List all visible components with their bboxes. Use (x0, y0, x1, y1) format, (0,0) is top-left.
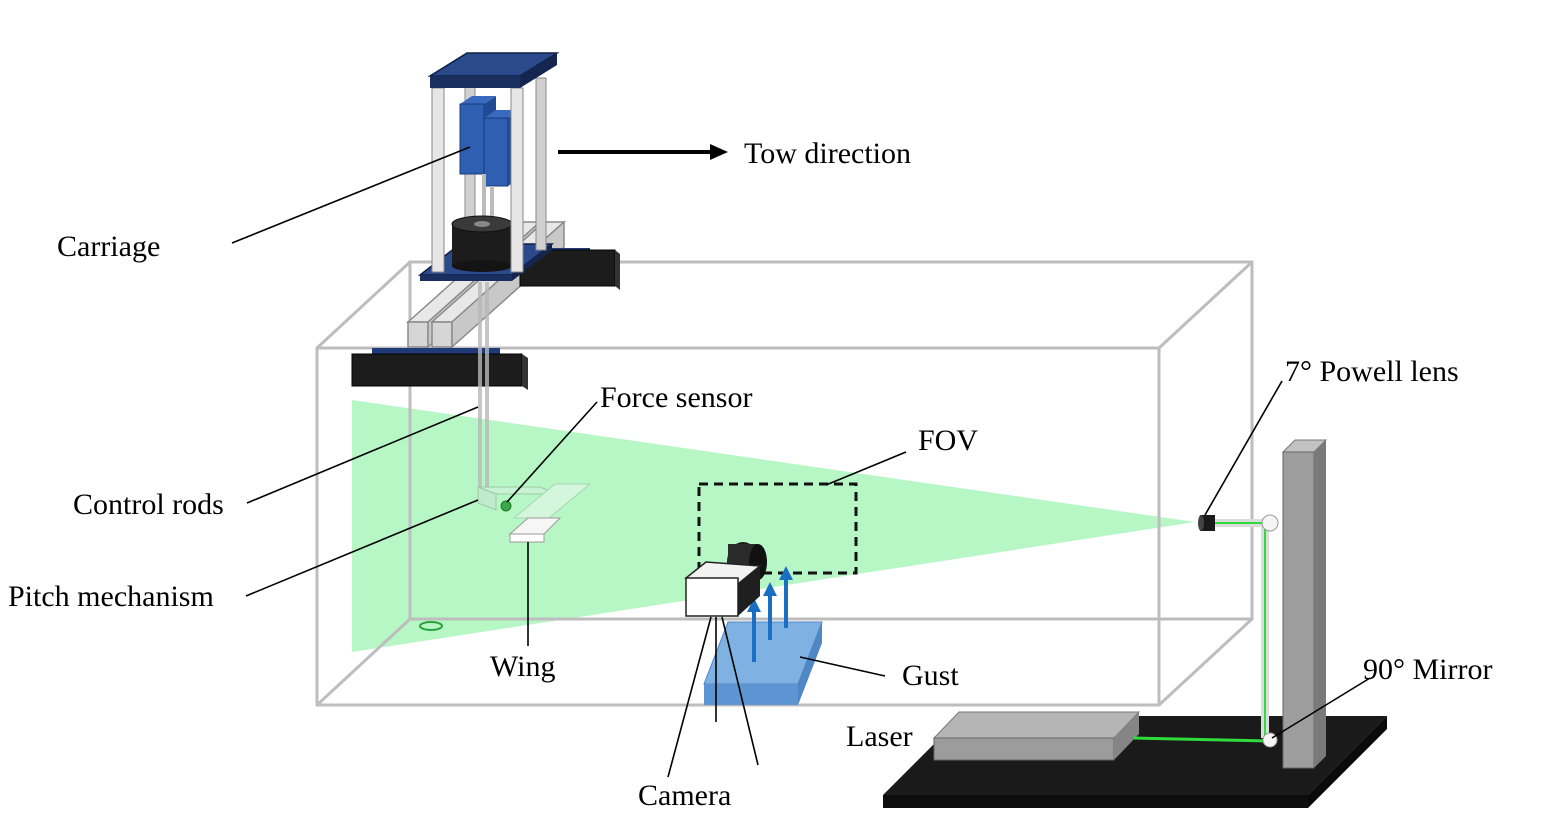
gust-generator (703, 621, 823, 705)
laser-unit (932, 711, 1141, 761)
label-mirror: 90° Mirror (1363, 653, 1492, 686)
label-tow-direction: Tow direction (744, 137, 911, 170)
mirror-90 (1262, 732, 1278, 748)
label-force-sensor: Force sensor (600, 381, 752, 414)
label-powell-lens: 7° Powell lens (1285, 355, 1459, 388)
laser-beam (1133, 519, 1271, 743)
label-wing: Wing (490, 650, 555, 683)
leader-lines (231, 146, 1371, 778)
control-rods (478, 282, 489, 487)
label-gust: Gust (902, 659, 959, 692)
label-carriage: Carriage (57, 230, 160, 263)
laser-sheet (352, 400, 1195, 652)
floor-marker (419, 621, 443, 631)
label-control-rods: Control rods (73, 488, 224, 521)
gust-arrows (747, 566, 793, 662)
label-pitch-mechanism: Pitch mechanism (8, 580, 214, 613)
tow-direction-arrow (558, 144, 728, 160)
vertical-stand (1281, 439, 1328, 769)
wing (508, 483, 592, 543)
force-sensor-marker (500, 500, 512, 512)
carriage (417, 52, 560, 281)
fov-rectangle (697, 482, 858, 575)
label-fov: FOV (918, 424, 978, 457)
mirror-top (1261, 514, 1279, 532)
label-camera: Camera (638, 779, 731, 812)
label-laser: Laser (846, 720, 913, 753)
front-mount-block (351, 348, 528, 390)
camera (684, 542, 767, 617)
powell-lens (1198, 515, 1215, 531)
